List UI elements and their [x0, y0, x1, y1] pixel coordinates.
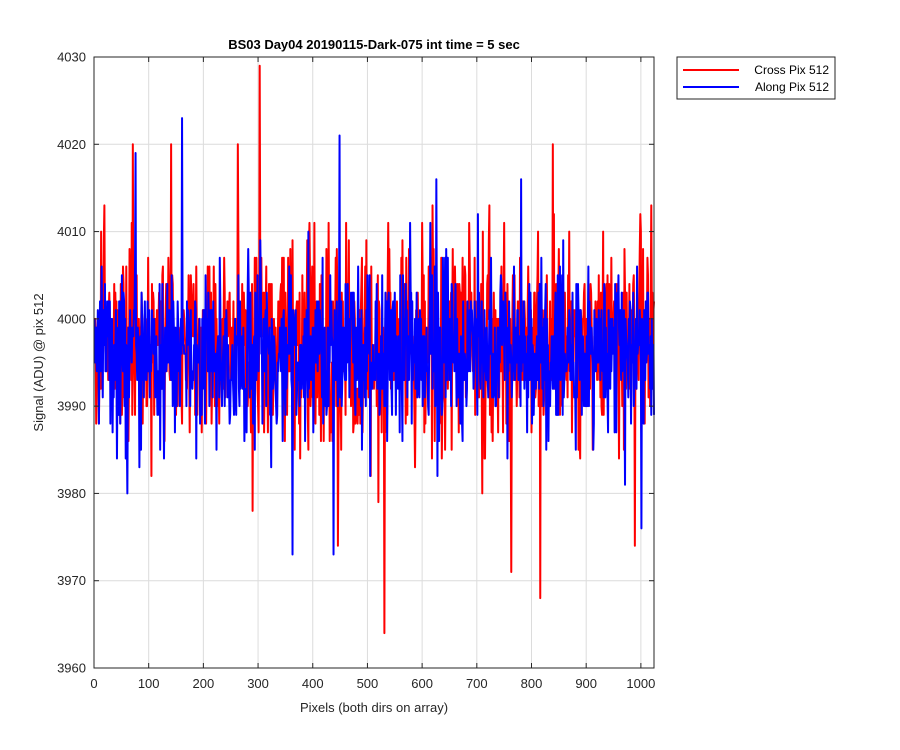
y-tick-label: 3970 — [57, 573, 86, 588]
y-axis-label: Signal (ADU) @ pix 512 — [31, 293, 46, 431]
x-tick-label: 500 — [357, 676, 379, 691]
legend[interactable]: Cross Pix 512 Along Pix 512 — [676, 56, 836, 100]
legend-box — [676, 56, 836, 100]
y-tick-label: 4020 — [57, 137, 86, 152]
x-tick-label: 800 — [521, 676, 543, 691]
x-axis-label: Pixels (both dirs on array) — [300, 700, 448, 715]
legend-label-cross: Cross Pix 512 — [754, 63, 829, 77]
series-line-along-pix — [93, 117, 655, 556]
ticks: 0 100 200 300 400 500 600 700 800 900 1000 3960 3970… — [57, 50, 655, 692]
x-tick-label: 1000 — [626, 676, 655, 691]
y-tick-label: 4000 — [57, 311, 86, 326]
y-tick-label: 4010 — [57, 224, 86, 239]
x-tick-label: 200 — [193, 676, 215, 691]
series-layer — [93, 64, 655, 635]
y-tick-label: 3980 — [57, 486, 86, 501]
x-tick-label: 900 — [575, 676, 597, 691]
x-tick-label: 100 — [138, 676, 160, 691]
legend-label-along: Along Pix 512 — [755, 80, 829, 94]
y-tick-label: 3960 — [57, 661, 86, 676]
y-tick-label: 4030 — [57, 50, 86, 65]
y-tick-label: 3990 — [57, 399, 86, 414]
x-tick-label: 300 — [247, 676, 269, 691]
chart-title: BS03 Day04 20190115-Dark-075 int time = … — [228, 37, 520, 52]
x-tick-label: 400 — [302, 676, 324, 691]
axes-box — [93, 56, 655, 669]
x-tick-label: 600 — [411, 676, 433, 691]
x-tick-label: 700 — [466, 676, 488, 691]
x-tick-label: 0 — [90, 676, 97, 691]
